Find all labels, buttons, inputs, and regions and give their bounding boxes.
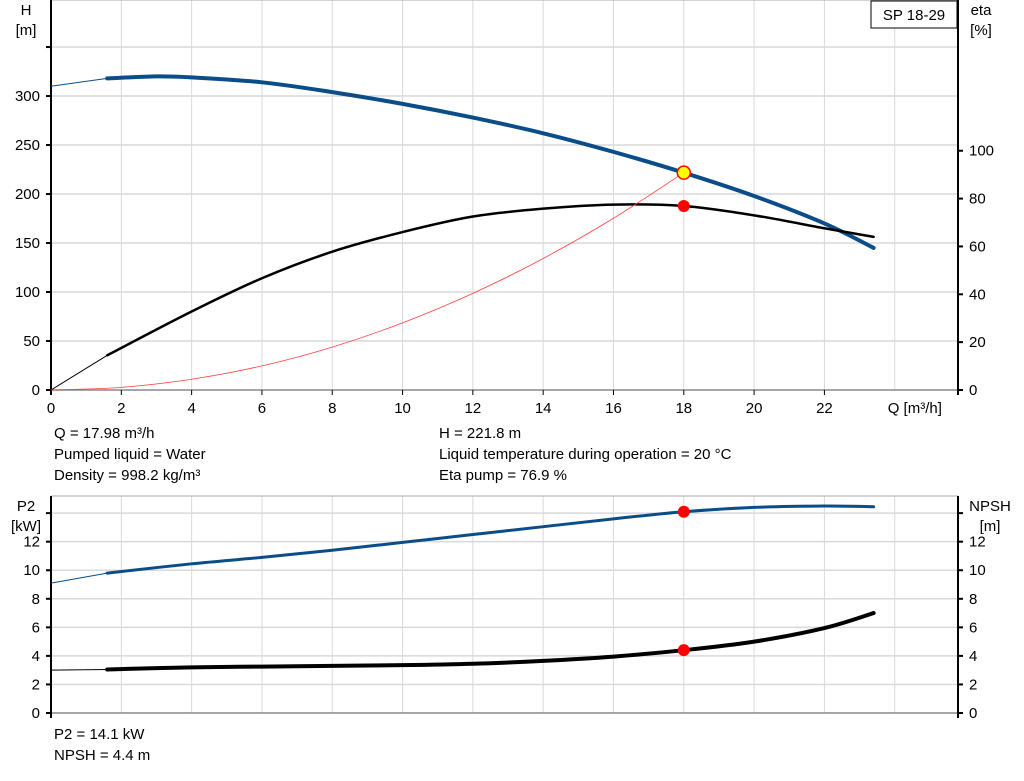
performance-chart: 0 50 100 150 200 250 300 0 20 40 60 80 100 0 2 4 6 8 10 12 1…: [15, 0, 994, 417]
x-tick-label: 0: [47, 400, 55, 417]
p2-point-marker: [677, 505, 690, 518]
pump-model-title: SP 18-29: [883, 7, 945, 24]
left-tick-label: 200: [15, 186, 40, 203]
x-tick-label: 4: [187, 400, 195, 417]
left-tick-label: 0: [32, 705, 40, 722]
density-readout: Density = 998.2 kg/m³: [54, 467, 201, 484]
right-axis-unit: [m]: [980, 518, 1001, 535]
eta-readout: Eta pump = 76.9 %: [439, 467, 567, 484]
x-tick-label: 14: [535, 400, 552, 417]
right-tick-label: 40: [969, 286, 986, 303]
x-tick-label: 16: [605, 400, 622, 417]
x-tick-label: 6: [258, 400, 266, 417]
left-axis-unit: [m]: [16, 22, 37, 39]
right-tick-label: 10: [969, 562, 986, 579]
right-tick-label: 2: [969, 676, 977, 693]
left-axis-title: P2: [17, 498, 35, 515]
right-tick-label: 12: [969, 534, 986, 551]
flow-readout: Q = 17.98 m³/h: [54, 425, 155, 442]
right-tick-label: 100: [969, 143, 994, 160]
left-tick-label: 6: [32, 619, 40, 636]
left-tick-label: 10: [23, 562, 40, 579]
eta-point-marker: [677, 200, 690, 213]
x-tick-label: 22: [816, 400, 833, 417]
x-tick-label: 8: [328, 400, 336, 417]
left-tick-label: 0: [32, 382, 40, 399]
left-axis-title: H: [21, 2, 32, 19]
left-tick-label: 250: [15, 137, 40, 154]
npsh-curve-extrapolated: [50, 668, 108, 671]
x-tick-label: 10: [394, 400, 411, 417]
x-tick-label: 12: [465, 400, 482, 417]
temperature-readout: Liquid temperature during operation = 20…: [439, 446, 732, 463]
left-tick-label: 2: [32, 676, 40, 693]
npsh-readout: NPSH = 4.4 m: [54, 747, 151, 764]
power-npsh-chart: 0 2 4 6 8 10 12 0 2 4 6 8 10 12 P2 [kW] NPSH [m]: [11, 495, 1011, 722]
system-curve: [50, 172, 685, 391]
x-tick-label: 18: [675, 400, 692, 417]
p2-readout: P2 = 14.1 kW: [54, 726, 145, 743]
x-tick-label: 2: [117, 400, 125, 417]
left-tick-label: 8: [32, 591, 40, 608]
left-tick-label: 12: [23, 534, 40, 551]
right-axis-unit: [%]: [970, 22, 992, 39]
left-tick-label: 150: [15, 235, 40, 252]
right-tick-label: 20: [969, 334, 986, 351]
head-curve-extrapolated: [50, 77, 108, 87]
right-axis-title: NPSH: [969, 498, 1011, 515]
right-tick-label: 6: [969, 619, 977, 636]
left-tick-label: 300: [15, 88, 40, 105]
right-tick-label: 0: [969, 382, 977, 399]
eta-curve: [105, 203, 875, 357]
p2-curve: [105, 504, 876, 575]
p2-curve-extrapolated: [50, 572, 108, 584]
right-tick-label: 80: [969, 191, 986, 208]
right-tick-label: 0: [969, 705, 977, 722]
left-tick-label: 4: [32, 648, 40, 665]
right-tick-label: 4: [969, 648, 977, 665]
pumped-liquid-readout: Pumped liquid = Water: [54, 446, 206, 463]
eta-curve-extrapolated: [50, 354, 108, 391]
left-tick-label: 100: [15, 284, 40, 301]
title-box: [870, 0, 958, 29]
left-axis-unit: [kW]: [11, 518, 41, 535]
x-axis-label: Q [m³/h]: [888, 400, 942, 417]
head-curve: [105, 74, 876, 250]
duty-point-marker: [676, 165, 692, 180]
right-axis-title: eta: [971, 2, 993, 19]
left-tick-label: 50: [23, 333, 40, 350]
head-readout: H = 221.8 m: [439, 425, 522, 442]
npsh-point-marker: [677, 644, 690, 657]
right-tick-label: 8: [969, 591, 977, 608]
x-tick-label: 20: [746, 400, 763, 417]
npsh-curve: [105, 611, 876, 672]
right-tick-label: 60: [969, 238, 986, 255]
